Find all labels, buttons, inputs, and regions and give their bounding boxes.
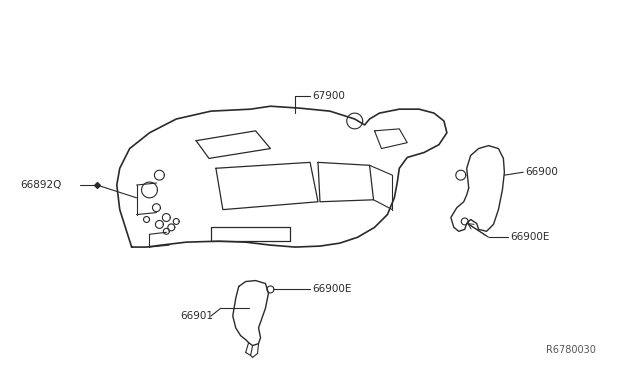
Text: 66892Q: 66892Q: [20, 180, 62, 190]
Text: R6780030: R6780030: [546, 344, 596, 355]
Text: 67900: 67900: [312, 92, 345, 101]
Text: 66900E: 66900E: [312, 285, 351, 294]
Text: 66901: 66901: [180, 311, 213, 321]
Text: 66900: 66900: [525, 167, 558, 177]
Text: 66900E: 66900E: [510, 232, 550, 242]
